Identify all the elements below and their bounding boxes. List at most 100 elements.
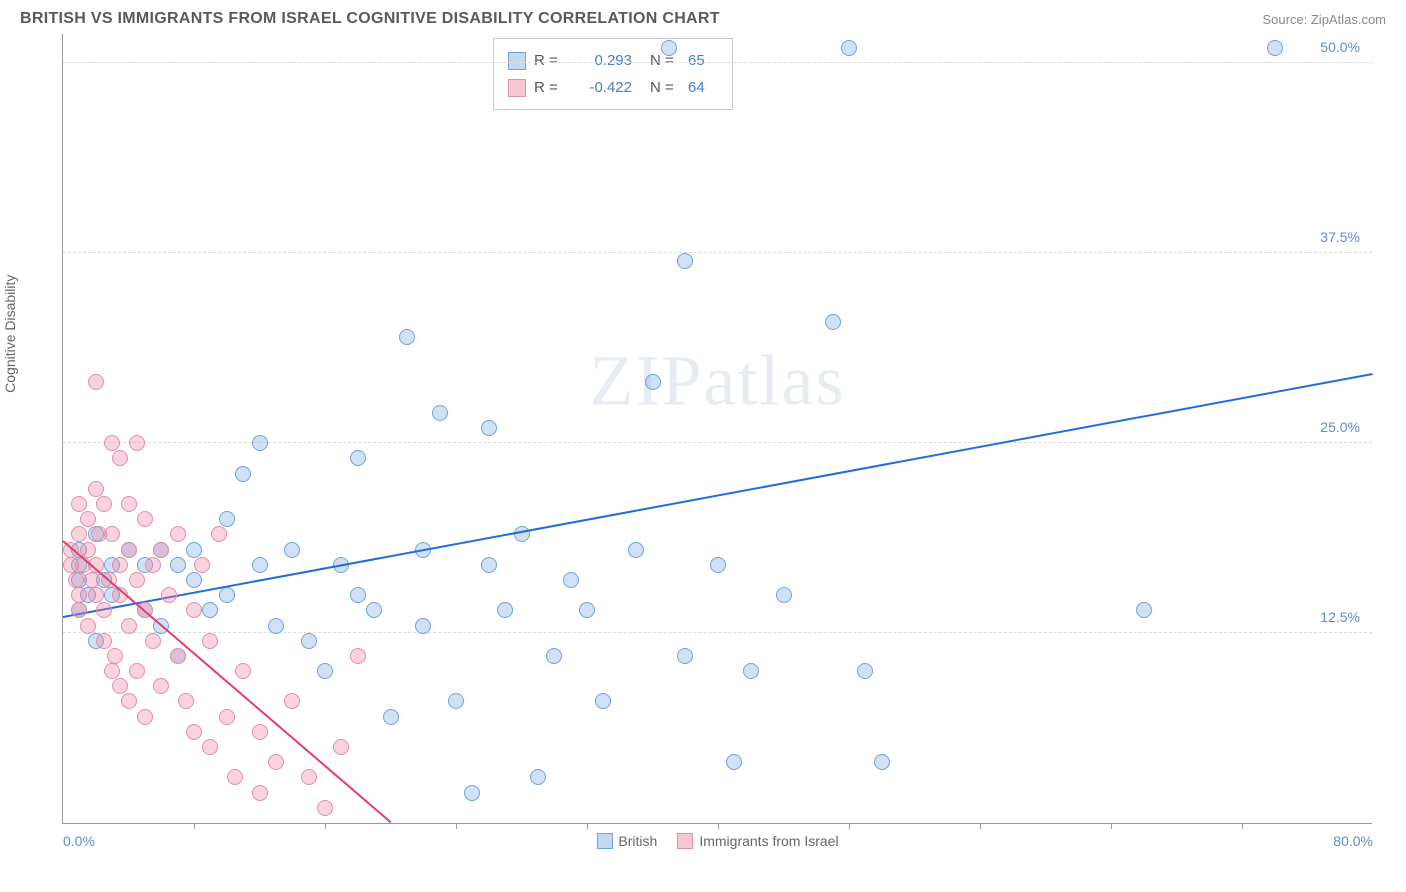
data-point bbox=[726, 754, 742, 770]
data-point bbox=[88, 481, 104, 497]
series-legend: British Immigrants from Israel bbox=[596, 833, 838, 849]
x-tick bbox=[718, 823, 719, 829]
data-point bbox=[104, 663, 120, 679]
data-point bbox=[317, 800, 333, 816]
gridline bbox=[63, 62, 1372, 63]
x-tick bbox=[587, 823, 588, 829]
data-point bbox=[563, 572, 579, 588]
data-point bbox=[661, 40, 677, 56]
data-point bbox=[350, 648, 366, 664]
data-point bbox=[145, 557, 161, 573]
data-point bbox=[88, 587, 104, 603]
data-point bbox=[366, 602, 382, 618]
chart-area: Cognitive Disability ZIPatlas R = 0.293N… bbox=[20, 34, 1386, 854]
gridline bbox=[63, 252, 1372, 253]
legend-n-value: 65 bbox=[688, 47, 718, 74]
legend-n-value: 64 bbox=[688, 74, 718, 101]
data-point bbox=[333, 739, 349, 755]
data-point bbox=[497, 602, 513, 618]
data-point bbox=[88, 374, 104, 390]
legend-r-label: R = bbox=[534, 47, 564, 74]
trend-line bbox=[63, 373, 1373, 618]
y-tick-label: 37.5% bbox=[1320, 229, 1360, 245]
data-point bbox=[194, 557, 210, 573]
data-point bbox=[137, 709, 153, 725]
legend-r-value: 0.293 bbox=[572, 47, 632, 74]
data-point bbox=[104, 435, 120, 451]
data-point bbox=[71, 526, 87, 542]
legend-swatch bbox=[677, 833, 693, 849]
x-tick bbox=[456, 823, 457, 829]
data-point bbox=[301, 769, 317, 785]
chart-header: BRITISH VS IMMIGRANTS FROM ISRAEL COGNIT… bbox=[0, 0, 1406, 34]
data-point bbox=[211, 526, 227, 542]
data-point bbox=[202, 739, 218, 755]
data-point bbox=[481, 557, 497, 573]
data-point bbox=[202, 633, 218, 649]
y-axis-label: Cognitive Disability bbox=[2, 275, 18, 393]
data-point bbox=[107, 648, 123, 664]
data-point bbox=[153, 678, 169, 694]
legend-swatch bbox=[596, 833, 612, 849]
data-point bbox=[96, 602, 112, 618]
data-point bbox=[170, 526, 186, 542]
data-point bbox=[464, 785, 480, 801]
chart-title: BRITISH VS IMMIGRANTS FROM ISRAEL COGNIT… bbox=[20, 10, 720, 28]
x-tick bbox=[1242, 823, 1243, 829]
data-point bbox=[235, 466, 251, 482]
data-point bbox=[350, 450, 366, 466]
watermark: ZIPatlas bbox=[590, 340, 846, 423]
legend-label: British bbox=[618, 833, 657, 849]
data-point bbox=[121, 618, 137, 634]
data-point bbox=[186, 542, 202, 558]
legend-n-label: N = bbox=[650, 74, 680, 101]
data-point bbox=[546, 648, 562, 664]
data-point bbox=[448, 693, 464, 709]
data-point bbox=[350, 587, 366, 603]
data-point bbox=[96, 496, 112, 512]
legend-label: Immigrants from Israel bbox=[699, 833, 838, 849]
y-tick-label: 25.0% bbox=[1320, 419, 1360, 435]
data-point bbox=[137, 511, 153, 527]
legend-item: British bbox=[596, 833, 657, 849]
data-point bbox=[841, 40, 857, 56]
data-point bbox=[227, 769, 243, 785]
data-point bbox=[219, 511, 235, 527]
data-point bbox=[252, 785, 268, 801]
data-point bbox=[186, 572, 202, 588]
data-point bbox=[71, 587, 87, 603]
data-point bbox=[129, 572, 145, 588]
data-point bbox=[68, 572, 84, 588]
data-point bbox=[710, 557, 726, 573]
legend-row: R = -0.422N = 64 bbox=[508, 74, 718, 101]
data-point bbox=[252, 724, 268, 740]
data-point bbox=[481, 420, 497, 436]
x-tick bbox=[325, 823, 326, 829]
x-tick-label: 0.0% bbox=[63, 833, 95, 849]
data-point bbox=[415, 618, 431, 634]
data-point bbox=[80, 618, 96, 634]
data-point bbox=[628, 542, 644, 558]
x-tick bbox=[1111, 823, 1112, 829]
data-point bbox=[677, 648, 693, 664]
data-point bbox=[399, 329, 415, 345]
data-point bbox=[121, 496, 137, 512]
data-point bbox=[186, 602, 202, 618]
data-point bbox=[301, 633, 317, 649]
chart-source: Source: ZipAtlas.com bbox=[1262, 12, 1386, 27]
gridline bbox=[63, 632, 1372, 633]
data-point bbox=[1267, 40, 1283, 56]
data-point bbox=[178, 693, 194, 709]
data-point bbox=[1136, 602, 1152, 618]
legend-item: Immigrants from Israel bbox=[677, 833, 838, 849]
data-point bbox=[96, 633, 112, 649]
data-point bbox=[170, 648, 186, 664]
data-point bbox=[112, 557, 128, 573]
data-point bbox=[383, 709, 399, 725]
data-point bbox=[219, 709, 235, 725]
y-tick-label: 12.5% bbox=[1320, 609, 1360, 625]
legend-row: R = 0.293N = 65 bbox=[508, 47, 718, 74]
data-point bbox=[432, 405, 448, 421]
data-point bbox=[112, 450, 128, 466]
data-point bbox=[252, 557, 268, 573]
